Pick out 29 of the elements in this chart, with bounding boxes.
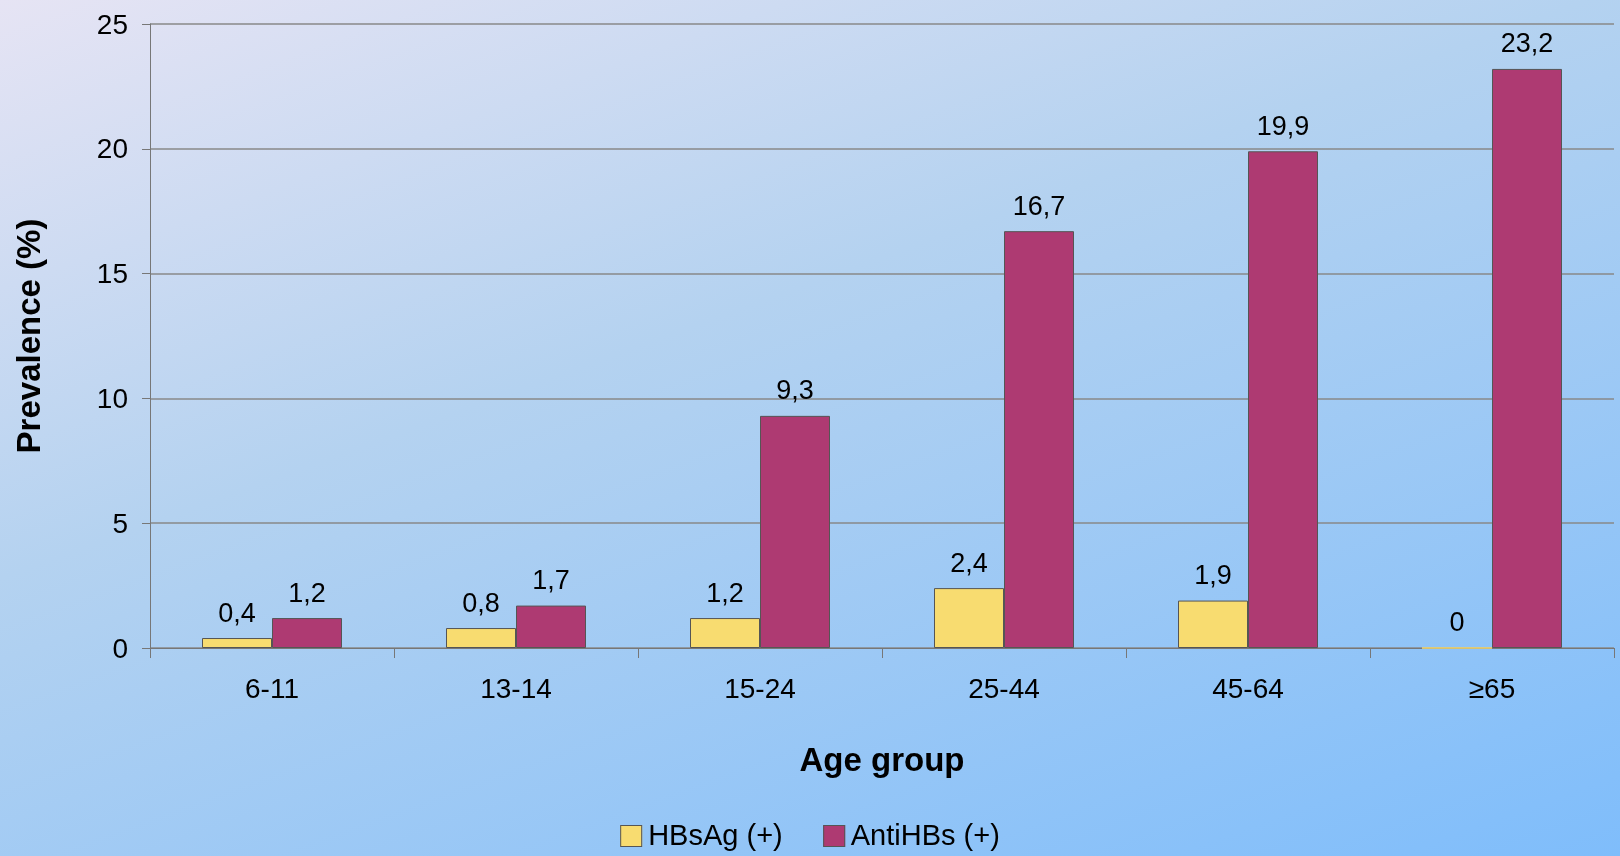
data-label: 19,9 — [1256, 110, 1310, 141]
y-tick-label: 25 — [96, 8, 128, 40]
data-label: 0 — [1449, 607, 1465, 637]
legend-label: AntiHBs (+) — [850, 819, 1000, 852]
x-tick-label: 15-24 — [724, 672, 796, 704]
y-axis-title: Prevalence (%) — [10, 218, 47, 454]
y-tick-label: 0 — [112, 632, 128, 664]
bar — [1492, 68, 1562, 648]
x-tick-label: 45-64 — [1212, 672, 1284, 704]
x-axis-title: Age group — [799, 741, 965, 778]
data-label: 1,7 — [532, 565, 570, 596]
x-tick-label: 25-44 — [968, 672, 1040, 704]
x-tick-label: 6-11 — [245, 672, 299, 704]
data-label: 0,8 — [462, 587, 500, 618]
x-tick-label: ≥65 — [1468, 672, 1516, 704]
data-label: 9,3 — [776, 375, 814, 406]
x-tick-label: 13-14 — [480, 672, 552, 704]
legend-label: HBsAg (+) — [648, 819, 783, 852]
data-label: 2,4 — [950, 547, 988, 578]
data-label: 1,9 — [1194, 560, 1232, 591]
y-tick-label: 5 — [112, 507, 128, 539]
data-label: 1,2 — [706, 577, 744, 608]
data-label: 23,2 — [1500, 28, 1554, 59]
data-label: 16,7 — [1012, 190, 1066, 221]
y-tick-label: 10 — [96, 382, 128, 414]
y-tick-label: 20 — [96, 133, 128, 165]
data-label: 0,4 — [218, 597, 256, 628]
y-tick-label: 15 — [96, 258, 128, 290]
data-label: 1,2 — [288, 577, 326, 608]
